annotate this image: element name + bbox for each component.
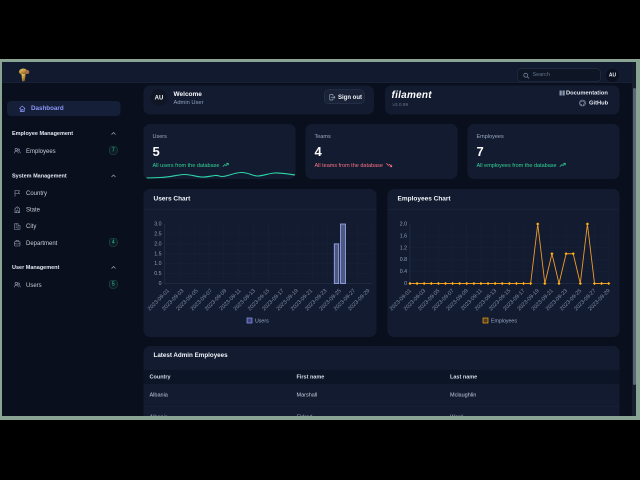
svg-text:Employees: Employees [491, 319, 517, 325]
svg-text:1.2: 1.2 [400, 245, 407, 251]
svg-text:0: 0 [404, 281, 407, 287]
svg-text:2.0: 2.0 [154, 241, 161, 247]
svg-text:3.0: 3.0 [154, 222, 161, 228]
svg-text:1.0: 1.0 [154, 261, 161, 267]
svg-text:0: 0 [159, 281, 162, 287]
svg-text:2.5: 2.5 [154, 231, 161, 237]
svg-text:2.0: 2.0 [400, 222, 407, 228]
svg-text:0.4: 0.4 [400, 269, 407, 275]
svg-text:0.5: 0.5 [154, 271, 161, 277]
svg-text:1.6: 1.6 [400, 233, 407, 239]
svg-text:0.8: 0.8 [400, 257, 407, 263]
svg-text:Users: Users [255, 319, 269, 325]
svg-text:1.5: 1.5 [154, 251, 161, 257]
